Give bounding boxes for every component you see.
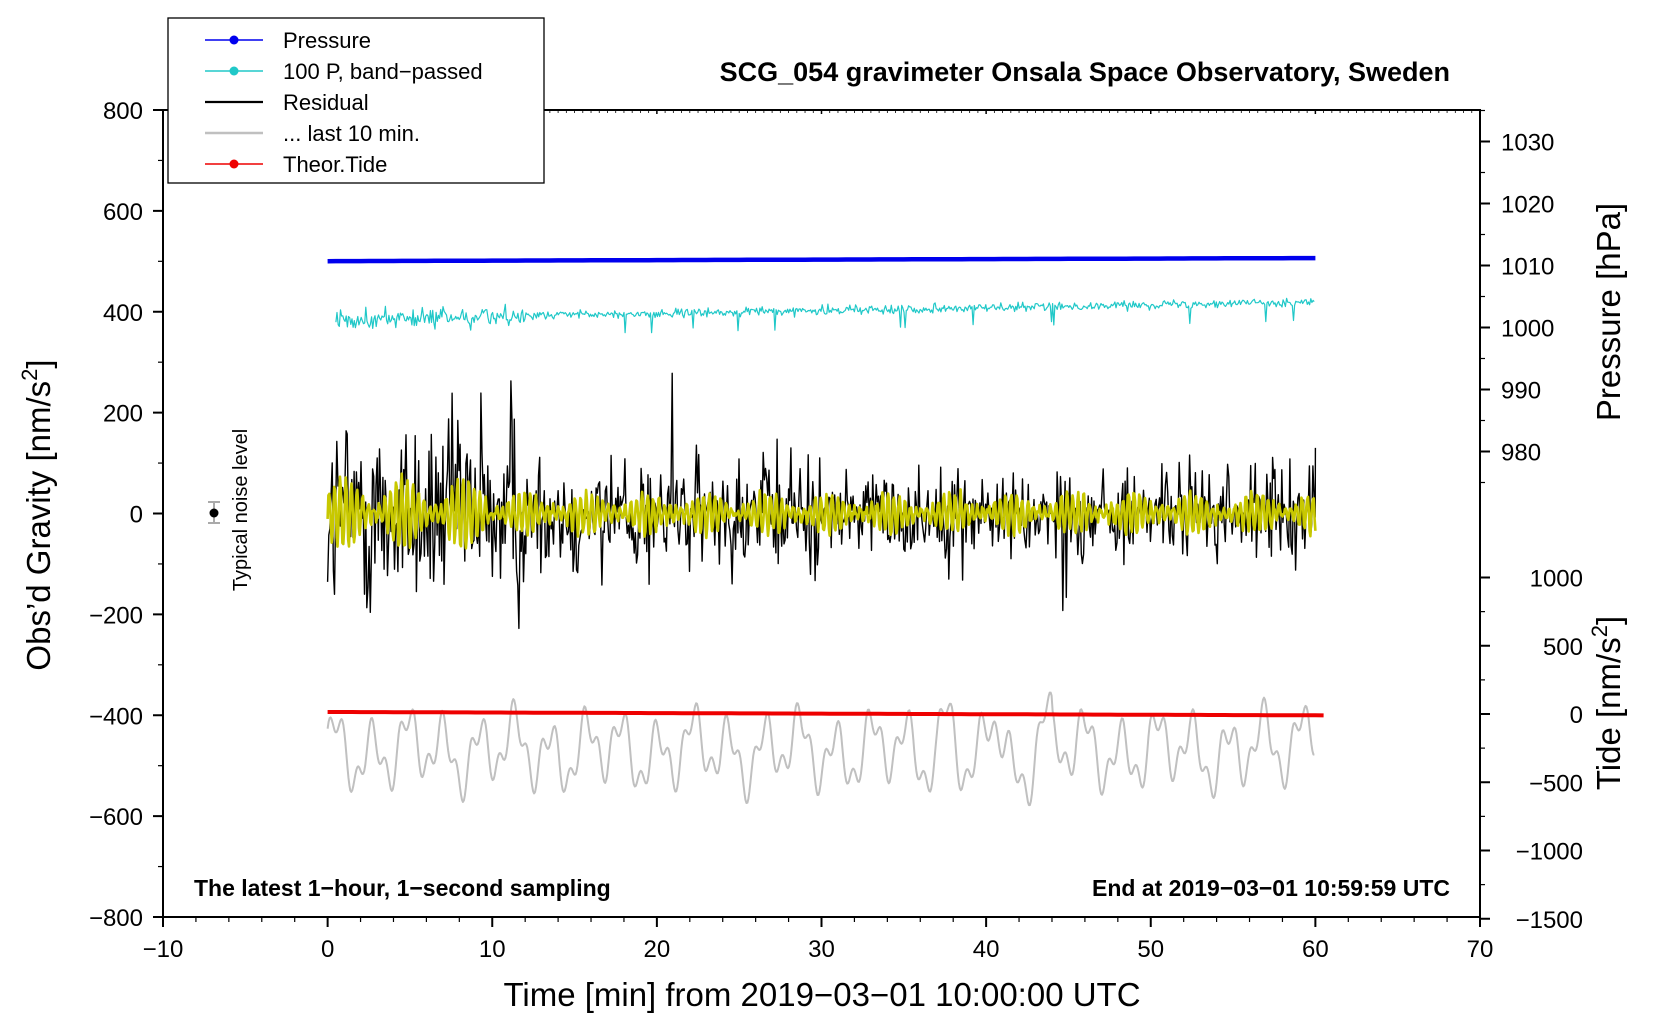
y-tick-label: −200 [89,602,143,629]
legend-label: ... last 10 min. [283,121,420,146]
x-tick-label: 50 [1137,936,1164,963]
x-tick-label: 30 [808,936,835,963]
tide-tick-label: 500 [1543,634,1583,661]
pressure-tick-label: 1010 [1501,254,1554,281]
y-axis-title-left: Obs’d Gravity [nm/s2] [17,359,57,670]
x-tick-label: −10 [143,936,184,963]
y-tick-label: 0 [130,502,143,529]
x-tick-label: 10 [479,936,506,963]
last-10-min-line [326,691,1315,807]
y-tick-label: 800 [103,98,143,125]
x-tick-label: 20 [644,936,671,963]
pressure-tick-label: 980 [1501,440,1541,467]
tide-tick-label: −1500 [1516,907,1583,934]
tide-tick-label: −500 [1529,770,1583,797]
tide-tick-label: 0 [1570,702,1583,729]
y-tick-label: −800 [89,905,143,932]
x-tick-label: 60 [1302,936,1329,963]
legend-marker [229,66,239,76]
pressure-ticks: 980 990 1000 1010 1020 1030 [1480,109,1554,484]
annotation-end-time: End at 2019−03−01 10:59:59 UTC [1092,875,1450,901]
noise-level-label: Typical noise level [230,429,252,591]
x-tick-label: 0 [321,936,334,963]
tide-tick-label: 1000 [1530,566,1583,593]
theoretical-tide-line [327,710,1324,718]
noise-level-marker [208,501,220,524]
chart-title: SCG_054 gravimeter Onsala Space Observat… [720,57,1450,87]
legend-label: Pressure [283,28,371,53]
pressure-tick-label: 1030 [1501,130,1554,157]
legend-label: 100 P, band−passed [283,59,483,84]
tide-ticks: −1500 −1000 −500 0 500 1000 [1480,566,1583,934]
y-tick-label: 600 [103,199,143,226]
tide-tick-label: −1000 [1516,839,1583,866]
x-ticks: −10 0 10 20 30 40 50 60 70 [143,110,1494,963]
series-layer [326,255,1324,807]
y-axis-title-tide: Tide [nm/s2] [1587,616,1627,790]
x-tick-label: 70 [1467,936,1494,963]
legend-marker [229,35,239,45]
legend-label: Theor.Tide [283,152,387,177]
y-axis-title-pressure: Pressure [hPa] [1590,203,1627,421]
y-tick-label: −600 [89,804,143,831]
y-tick-label: 400 [103,300,143,327]
x-tick-label: 40 [973,936,1000,963]
band-passed-pressure-line [335,297,1315,334]
legend: Pressure 100 P, band−passed Residual ... la… [167,17,545,184]
residual-filtered-line [326,472,1317,550]
y-tick-label: 200 [103,401,143,428]
pressure-tick-label: 1020 [1501,192,1554,219]
pressure-tick-label: 1000 [1501,316,1554,343]
legend-box [167,17,545,184]
y-tick-label: −400 [89,703,143,730]
x-axis-title: Time [min] from 2019−03−01 10:00:00 UTC [503,976,1140,1013]
annotation-sampling: The latest 1−hour, 1−second sampling [194,875,611,901]
y-ticks: −800 −600 −400 −200 0 200 400 600 800 [89,98,163,932]
pressure-line [327,255,1316,264]
legend-label: Residual [283,90,369,115]
legend-marker [229,159,239,169]
pressure-tick-label: 990 [1501,378,1541,405]
